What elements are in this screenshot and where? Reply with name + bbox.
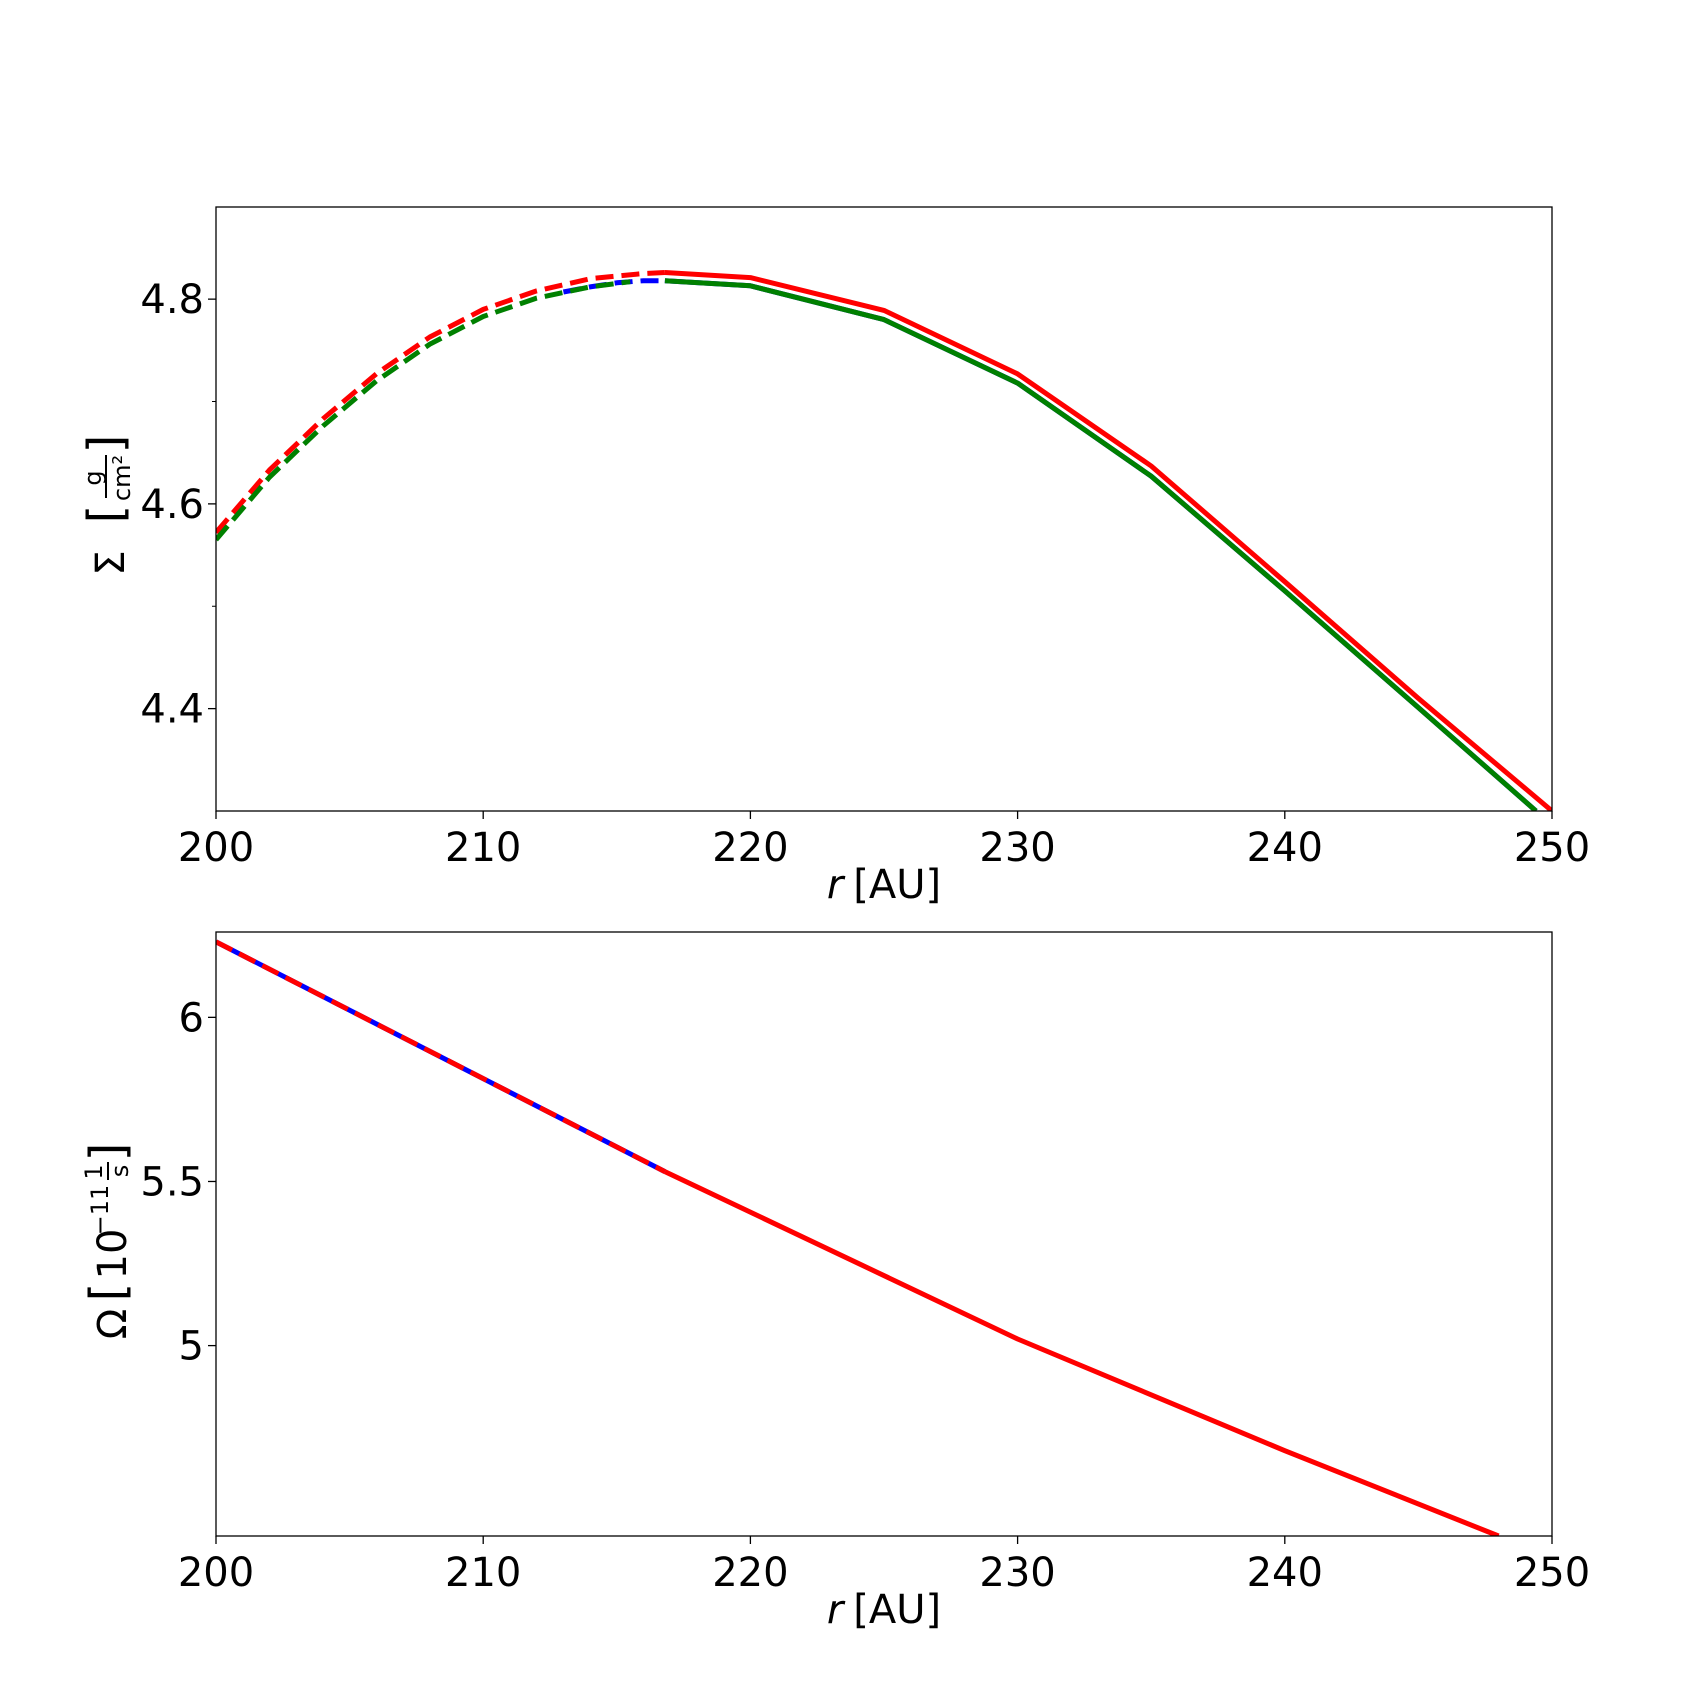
surface-density-axes-frame bbox=[215, 206, 1553, 812]
svg-text:10: 10 bbox=[90, 1229, 136, 1280]
surface-density-x-axis-label: r [AU] bbox=[827, 862, 941, 908]
angular-velocity-series-1-segment-0 bbox=[216, 939, 667, 1174]
surface-density-x-tick-label: 250 bbox=[1514, 825, 1590, 871]
surface-density-series-1-segment-1 bbox=[664, 278, 1538, 811]
svg-text:Ω: Ω bbox=[90, 1309, 136, 1340]
surface-density-y-axis-label: Σ [ g cm² ] bbox=[78, 435, 136, 576]
svg-text:−11: −11 bbox=[86, 1185, 114, 1236]
surface-density-series-0-segment-0 bbox=[216, 270, 666, 535]
svg-text:]: ] bbox=[80, 1143, 136, 1162]
angular-velocity-x-axis-label: r [AU] bbox=[827, 1587, 941, 1633]
surface-density-series-2-segment-0 bbox=[216, 279, 631, 542]
svg-text:Σ: Σ bbox=[88, 550, 134, 575]
angular-velocity-lines bbox=[216, 939, 1500, 1536]
surface-density-lines bbox=[216, 270, 1552, 811]
surface-density-x-tick-label: 220 bbox=[712, 825, 788, 871]
surface-density-y-tick-label: 4.4 bbox=[140, 687, 204, 733]
surface-density-ticks: 200 210 220 230 240 250 4.4 4.6 4.8 bbox=[140, 277, 1590, 871]
svg-text:s: s bbox=[106, 1165, 134, 1178]
surface-density-panel: 200 210 220 230 240 250 4.4 4.6 4.8 r [AU] Σ [ g … bbox=[78, 206, 1590, 908]
angular-velocity-x-tick-label: 240 bbox=[1247, 1550, 1323, 1596]
surface-density-series-2-segment-1 bbox=[664, 278, 1538, 811]
angular-velocity-y-tick-label: 5 bbox=[179, 1324, 204, 1370]
surface-density-x-tick-label: 240 bbox=[1247, 825, 1323, 871]
surface-density-x-tick-label: 210 bbox=[445, 825, 521, 871]
surface-density-y-tick-label: 4.8 bbox=[140, 277, 204, 323]
angular-velocity-x-tick-label: 230 bbox=[979, 1550, 1055, 1596]
angular-velocity-x-tick-label: 200 bbox=[178, 1550, 254, 1596]
svg-text:1: 1 bbox=[80, 1164, 108, 1179]
angular-velocity-x-tick-label: 250 bbox=[1514, 1550, 1590, 1596]
angular-velocity-ticks: 200 210 220 230 240 250 5 5.5 6 bbox=[140, 995, 1590, 1596]
svg-text:cm²: cm² bbox=[108, 455, 136, 501]
angular-velocity-axes-frame bbox=[215, 931, 1553, 1537]
angular-velocity-y-tick-label: 6 bbox=[179, 995, 204, 1041]
surface-density-y-tick-label: 4.6 bbox=[140, 482, 204, 528]
svg-text:]: ] bbox=[78, 435, 134, 454]
svg-text:[: [ bbox=[80, 1283, 136, 1302]
surface-density-x-tick-label: 200 bbox=[178, 825, 254, 871]
surface-density-series-0-segment-1 bbox=[664, 270, 1552, 811]
angular-velocity-panel: 200 210 220 230 240 250 5 5.5 6 r [AU] Ω [ 10 −11… bbox=[80, 931, 1590, 1633]
svg-text:[: [ bbox=[78, 505, 134, 524]
surface-density-series-1-segment-0 bbox=[562, 278, 665, 295]
svg-text:g: g bbox=[79, 470, 107, 485]
angular-velocity-x-tick-label: 220 bbox=[712, 1550, 788, 1596]
angular-velocity-x-tick-label: 210 bbox=[445, 1550, 521, 1596]
angular-velocity-y-tick-label: 5.5 bbox=[140, 1159, 204, 1205]
angular-velocity-y-axis-label: Ω [ 10 −11 1 s ] bbox=[80, 1143, 136, 1340]
surface-density-x-tick-label: 230 bbox=[979, 825, 1055, 871]
angular-velocity-series-1-segment-1 bbox=[663, 1169, 1500, 1536]
